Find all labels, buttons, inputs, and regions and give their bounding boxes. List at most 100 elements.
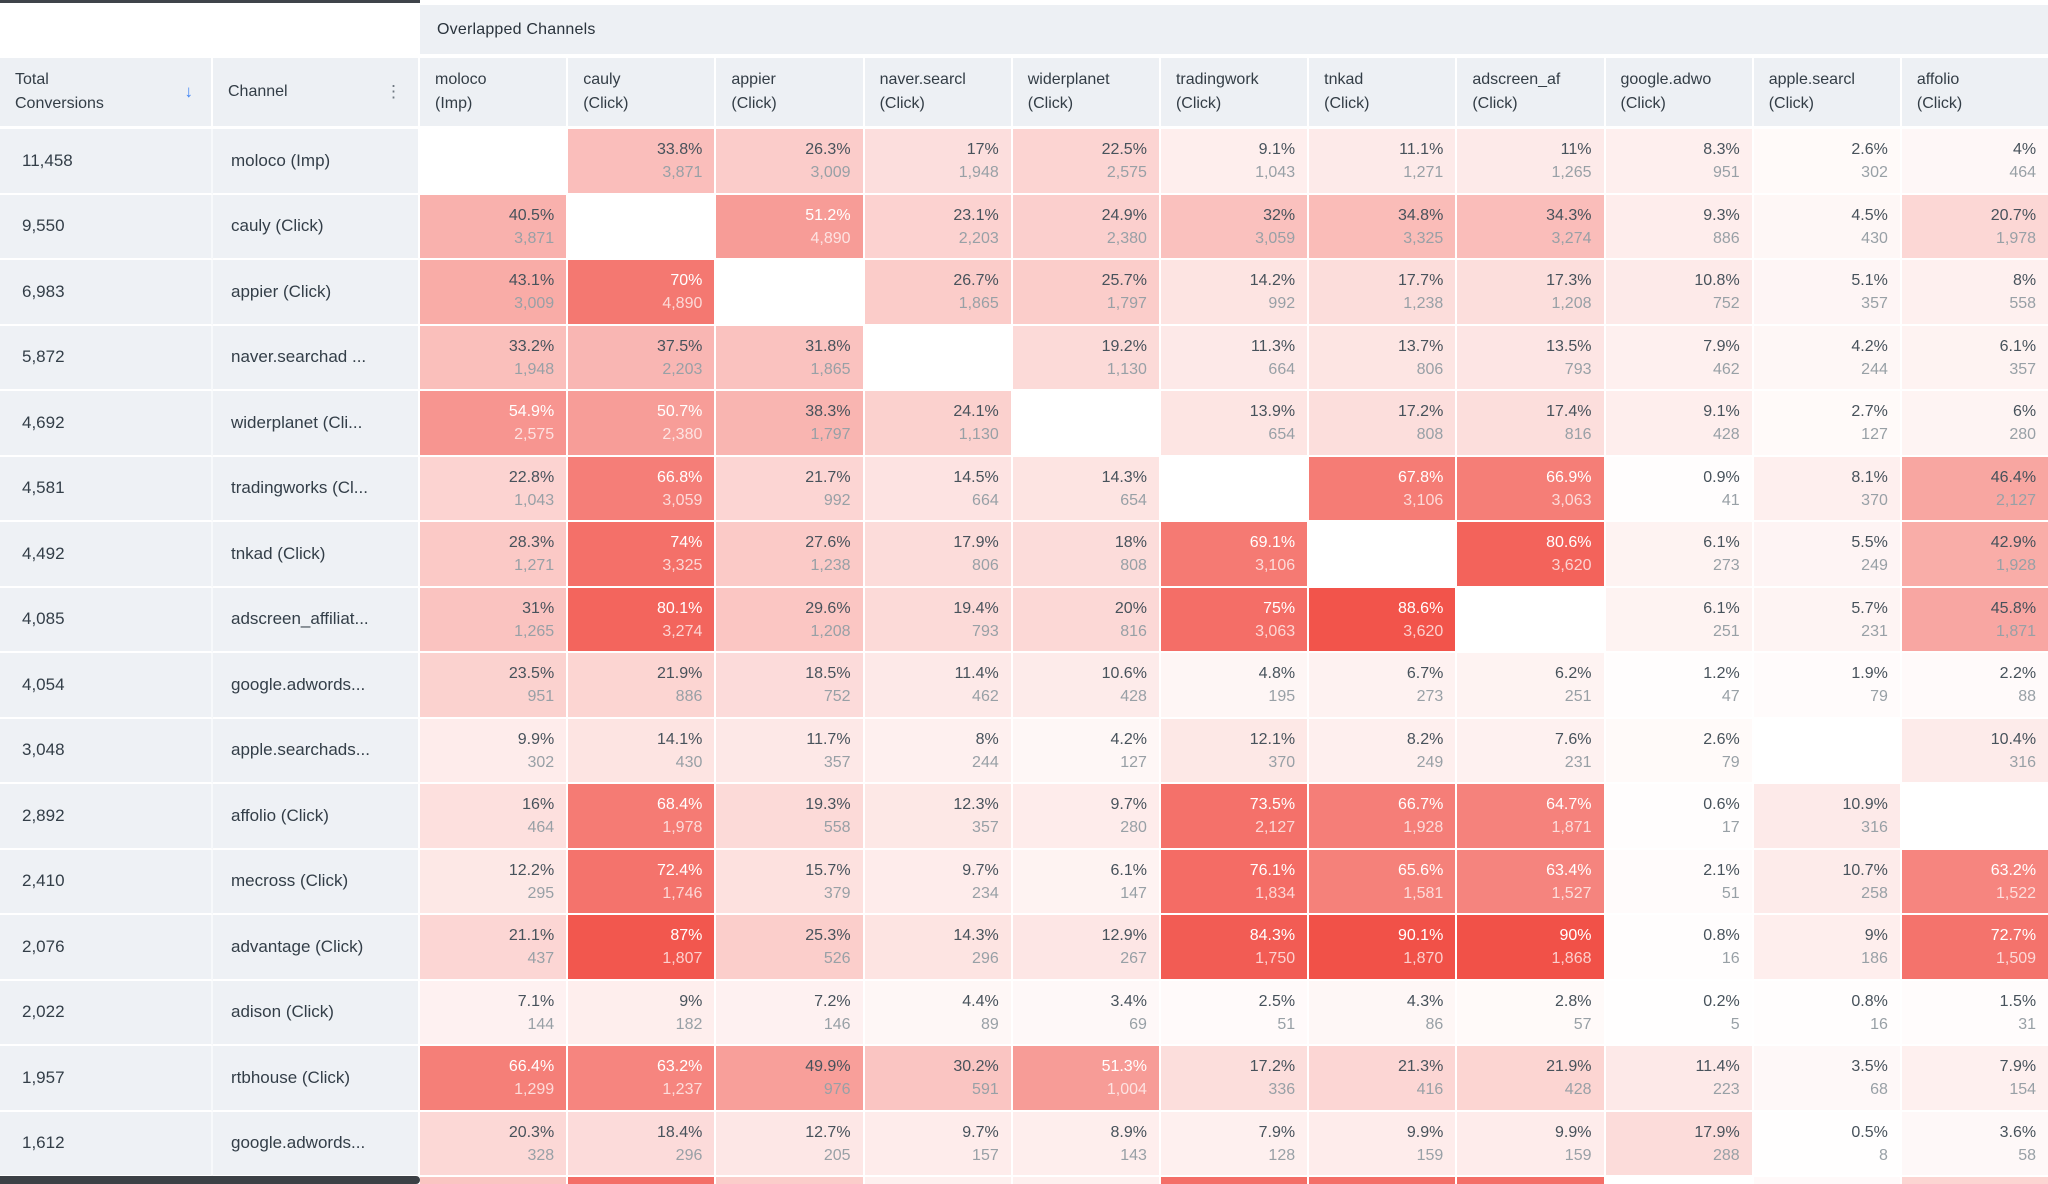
heat-cell[interactable]: 6.1% 251 — [1605, 587, 1754, 653]
heat-cell[interactable]: 66.7% 1,928 — [1309, 784, 1458, 850]
column-header-google.adwo[interactable]: google.adwo (Click) — [1605, 58, 1754, 126]
heat-cell[interactable]: 22.8% 1,043 — [420, 456, 569, 522]
heat-cell[interactable]: 7.6% 231 — [1457, 718, 1606, 784]
heat-cell[interactable]: 21.1% 437 — [420, 915, 569, 981]
heat-cell[interactable]: 11.4% 223 — [1605, 1046, 1754, 1112]
heat-cell[interactable]: 54.9% 2,575 — [420, 391, 569, 457]
heat-cell[interactable]: 6.1% 147 — [1012, 849, 1161, 915]
heat-cell[interactable]: 1.9% 79 — [1753, 653, 1902, 719]
heat-cell[interactable]: 0.5% 8 — [1753, 1111, 1902, 1177]
heat-cell[interactable]: 13.9% 654 — [1160, 391, 1310, 457]
heat-cell[interactable]: 4.4% 89 — [864, 980, 1013, 1046]
heat-cell[interactable]: 17.4% 816 — [1457, 391, 1606, 457]
column-header-widerplanet[interactable]: widerplanet (Click) — [1012, 58, 1161, 126]
heat-cell[interactable]: 4.5% 430 — [1753, 194, 1902, 260]
heat-cell[interactable]: 20.3% 328 — [420, 1111, 569, 1177]
heat-cell[interactable]: 19.2% 1,130 — [1012, 325, 1161, 391]
heat-cell[interactable]: 7.9% 154 — [1901, 1046, 2048, 1112]
column-header-affolio[interactable]: affolio (Click) — [1901, 58, 2048, 126]
heat-cell[interactable]: 50.7% 2,380 — [568, 391, 717, 457]
heat-cell[interactable]: 10.9% 316 — [1753, 784, 1902, 850]
heat-cell[interactable]: 12.2% 295 — [420, 849, 569, 915]
heat-cell[interactable]: 4.3% 86 — [1309, 980, 1458, 1046]
heat-cell[interactable]: 16% 464 — [420, 784, 569, 850]
heat-cell[interactable]: 80.6% 3,620 — [1457, 522, 1606, 588]
heat-cell[interactable]: 0.6% 17 — [1605, 784, 1754, 850]
heat-cell[interactable]: 8.2% 249 — [1309, 718, 1458, 784]
header-channel[interactable]: Channel ⋮ — [213, 58, 420, 126]
heat-cell[interactable]: 11.3% 664 — [1160, 325, 1310, 391]
heat-cell[interactable]: 17% 1,948 — [864, 129, 1013, 195]
heat-cell[interactable]: 37.5% 2,203 — [568, 325, 717, 391]
heat-cell[interactable]: 64.7% 1,871 — [1457, 784, 1606, 850]
heat-cell[interactable]: 70% 4,890 — [568, 260, 717, 326]
heat-cell[interactable]: 5.5% 249 — [1753, 522, 1902, 588]
heat-cell[interactable]: 90.1% 1,870 — [1309, 915, 1458, 981]
heat-cell[interactable]: 63.2% 1,237 — [568, 1046, 717, 1112]
heat-cell[interactable]: 8.1% 370 — [1753, 456, 1902, 522]
heat-cell[interactable]: 45.8% 1,871 — [1901, 587, 2048, 653]
heat-cell[interactable]: 21.3% 416 — [1309, 1046, 1458, 1112]
heat-cell[interactable]: 25.7% 1,797 — [1012, 260, 1161, 326]
heat-cell[interactable]: 20.7% 1,978 — [1901, 194, 2048, 260]
heat-cell[interactable]: 33.8% 3,871 — [568, 129, 717, 195]
heat-cell[interactable]: 65.6% 1,581 — [1309, 849, 1458, 915]
heat-cell[interactable]: 49.9% 976 — [716, 1046, 865, 1112]
heat-cell[interactable]: 42.9% 1,928 — [1901, 522, 2048, 588]
heat-cell[interactable]: 3.6% 58 — [1901, 1112, 2048, 1177]
heat-cell[interactable]: 8% 244 — [864, 718, 1013, 784]
heat-cell[interactable]: 72.4% 1,746 — [568, 849, 717, 915]
heat-cell[interactable]: 4.2% 127 — [1012, 718, 1161, 784]
column-header-cauly[interactable]: cauly (Click) — [568, 58, 717, 126]
column-header-naver.searcl[interactable]: naver.searcl (Click) — [864, 58, 1013, 126]
heat-cell[interactable]: 17.9% 288 — [1605, 1111, 1754, 1177]
heat-cell[interactable]: 17.2% 808 — [1309, 391, 1458, 457]
heat-cell[interactable]: 63.2% 1,522 — [1901, 849, 2048, 915]
heat-cell[interactable]: 2.1% 51 — [1605, 849, 1754, 915]
heat-cell[interactable]: 11% 1,265 — [1457, 129, 1606, 195]
heat-cell[interactable]: 17.9% 806 — [864, 522, 1013, 588]
heat-cell[interactable]: 4% 464 — [1901, 129, 2048, 195]
heat-cell[interactable]: 0.8% 16 — [1753, 980, 1902, 1046]
heat-cell[interactable]: 14.3% 296 — [864, 915, 1013, 981]
heat-cell[interactable]: 84.3% 1,750 — [1160, 915, 1310, 981]
heat-cell[interactable]: 19.3% 558 — [716, 784, 865, 850]
heat-cell[interactable]: 24.1% 1,130 — [864, 391, 1013, 457]
heat-cell[interactable]: 18% 808 — [1012, 522, 1161, 588]
heat-cell[interactable]: 24.9% 2,380 — [1012, 194, 1161, 260]
heat-cell[interactable]: 76.1% 1,834 — [1160, 849, 1310, 915]
heat-cell[interactable]: 33.2% 1,948 — [420, 325, 569, 391]
heat-cell[interactable]: 80.1% 3,274 — [568, 587, 717, 653]
heat-cell[interactable]: 66.8% 3,059 — [568, 456, 717, 522]
heat-cell[interactable]: 40.5% 3,871 — [420, 194, 569, 260]
heat-cell[interactable]: 0.8% 16 — [1605, 915, 1754, 981]
heat-cell[interactable]: 31.8% 1,865 — [716, 325, 865, 391]
heat-cell[interactable]: 13.7% 806 — [1309, 325, 1458, 391]
heat-cell[interactable]: 9.7% 280 — [1012, 784, 1161, 850]
heat-cell[interactable]: 21.9% 428 — [1457, 1046, 1606, 1112]
heat-cell[interactable]: 23.1% 2,203 — [864, 194, 1013, 260]
heat-cell[interactable]: 73.5% 2,127 — [1160, 784, 1310, 850]
heat-cell[interactable]: 10.6% 428 — [1012, 653, 1161, 719]
heat-cell[interactable]: 2.2% 88 — [1901, 653, 2048, 719]
heat-cell[interactable]: 2.6% 79 — [1605, 718, 1754, 784]
column-header-tnkad[interactable]: tnkad (Click) — [1309, 58, 1458, 126]
heat-cell[interactable]: 28.3% 1,271 — [420, 522, 569, 588]
heat-cell[interactable]: 1.2% 47 — [1605, 653, 1754, 719]
heat-cell[interactable]: 3.5% 68 — [1753, 1046, 1902, 1112]
heat-cell[interactable]: 87% 1,807 — [568, 915, 717, 981]
heat-cell[interactable]: 38.3% 1,797 — [716, 391, 865, 457]
heat-cell[interactable]: 11.4% 462 — [864, 653, 1013, 719]
heat-cell[interactable]: 29.6% 1,208 — [716, 587, 865, 653]
heat-cell[interactable]: 46.4% 2,127 — [1901, 456, 2048, 522]
heat-cell[interactable]: 9% 182 — [568, 980, 717, 1046]
heat-cell[interactable]: 31% 1,265 — [420, 587, 569, 653]
heat-cell[interactable]: 9.9% 159 — [1309, 1111, 1458, 1177]
heat-cell[interactable]: 9.9% 302 — [420, 718, 569, 784]
heat-cell[interactable]: 10.4% 316 — [1901, 718, 2048, 784]
column-header-apple.searcl[interactable]: apple.searcl (Click) — [1753, 58, 1902, 126]
heat-cell[interactable]: 2.8% 57 — [1457, 980, 1606, 1046]
heat-cell[interactable]: 75% 3,063 — [1160, 587, 1310, 653]
heat-cell[interactable]: 0.9% 41 — [1605, 456, 1754, 522]
heat-cell[interactable]: 6.1% 357 — [1901, 325, 2048, 391]
